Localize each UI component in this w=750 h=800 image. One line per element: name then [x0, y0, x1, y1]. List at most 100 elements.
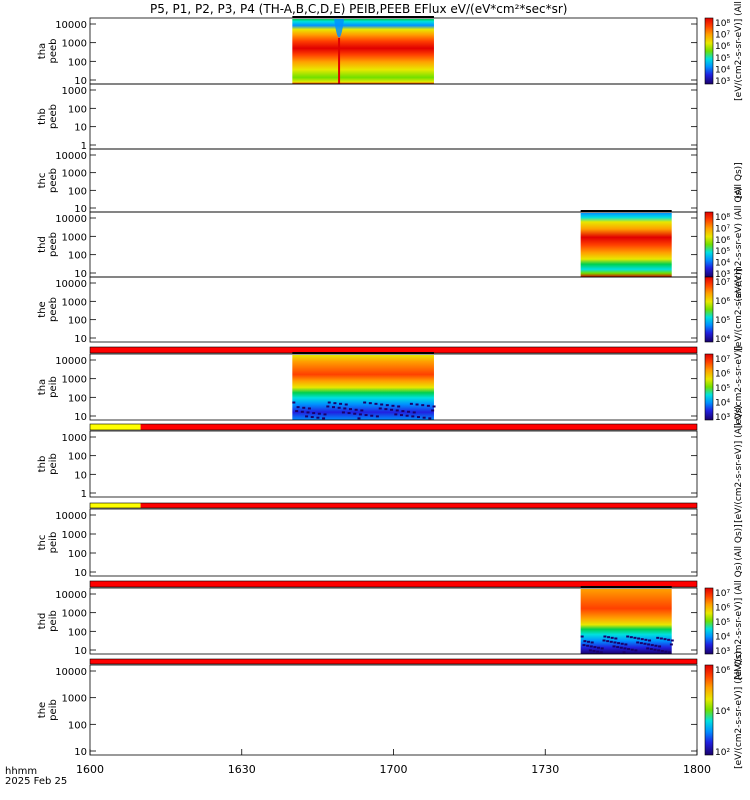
colorbar-tick-label: 10⁷: [715, 278, 730, 288]
chart-title: P5, P1, P2, P3, P4 (TH-A,B,C,D,E) PEIB,P…: [150, 2, 568, 16]
spectrogram-noise: [364, 414, 368, 417]
y-tick-label: 10000: [55, 20, 87, 31]
y-tick-label: 100: [68, 316, 87, 327]
spectrogram-noise: [385, 404, 389, 407]
spectrogram-noise: [664, 650, 668, 653]
flag-bar-segment: [90, 581, 697, 587]
spectrogram-noise: [656, 636, 660, 639]
spectrogram-noise: [592, 650, 596, 653]
y-tick-label: 1000: [62, 169, 87, 180]
spectrogram-noise: [353, 412, 357, 415]
x-tick-label: 1630: [228, 763, 256, 776]
spectrogram-noise: [630, 648, 634, 651]
colorbar-tick-label: 10⁶: [715, 370, 730, 380]
spectrogram-noise: [590, 641, 594, 644]
y-tick-label: 1: [81, 141, 87, 152]
colorbar-tick-label: 10²: [715, 748, 730, 758]
x-tick-label: 1600: [76, 763, 104, 776]
y-tick-label: 10: [74, 568, 87, 579]
y-tick-label: 10000: [55, 511, 87, 522]
y-tick-label: 10000: [55, 151, 87, 162]
colorbar-tick-label: 10⁴: [715, 65, 730, 75]
spectrogram-noise: [395, 409, 399, 412]
spectrogram-noise: [596, 650, 600, 653]
flag-bar-segment: [140, 503, 698, 508]
spectrogram-noise: [640, 638, 644, 641]
spectrogram-noise: [649, 648, 653, 651]
panel-instrument-label: peeb: [48, 168, 59, 193]
panel-probe-label: thc: [37, 173, 48, 189]
y-tick-label: 10000: [55, 214, 87, 225]
x-tick-label: 1800: [683, 763, 711, 776]
spectrogram-noise: [344, 403, 348, 406]
y-tick-label: 1000: [62, 609, 87, 620]
colorbar-tick-label: 10⁵: [715, 247, 730, 257]
flag-bar-segment: [140, 424, 698, 430]
colorbar-tick-label: 10⁸: [715, 213, 730, 223]
spectrogram-noise: [650, 644, 654, 647]
spectrogram-noise: [633, 636, 637, 639]
coverage-bar: [580, 586, 672, 588]
panel-probe-label: thb: [37, 108, 48, 125]
spectrogram-noise: [647, 643, 651, 646]
spectrogram-noise: [659, 637, 663, 640]
colorbar-tick-label: 10⁶: [715, 42, 730, 52]
spectrogram-noise: [643, 642, 647, 645]
spectrogram-noise: [412, 411, 416, 414]
colorbar: [704, 353, 714, 421]
spectrogram-noise: [337, 406, 341, 409]
spectrogram-noise: [612, 645, 616, 648]
panel-probe-label: thb: [37, 456, 48, 473]
panel-frame: [89, 276, 698, 343]
panel-instrument-label: peeb: [48, 104, 59, 129]
y-tick-label: 10: [74, 646, 87, 657]
y-tick-label: 10000: [55, 667, 87, 678]
panel-frame: [89, 664, 698, 756]
spectrogram-noise: [626, 635, 630, 638]
spectrogram-noise: [600, 647, 604, 650]
spectrogram-noise: [331, 406, 335, 409]
colorbar-tick-label: 10³: [715, 647, 730, 657]
panel-frame: [89, 508, 698, 577]
spectrogram: [580, 213, 672, 277]
spectrogram-noise: [405, 414, 409, 417]
spectrogram-noise: [409, 402, 413, 405]
spectrogram-noise: [622, 651, 626, 654]
flag-bar-frame: [89, 423, 698, 431]
colorbar: [704, 587, 714, 655]
spectrogram-noise: [384, 408, 388, 411]
panel-thb-peib: 1000 100 10 1 thb peib [eV/(cm2-s-sr-eV)] (All…: [37, 405, 744, 523]
y-tick-label: 10: [74, 269, 87, 280]
spectrogram-noise: [599, 651, 603, 654]
spectrogram-noise: [432, 405, 436, 408]
spectrogram-noise: [397, 405, 401, 408]
spectrogram-noise: [617, 642, 621, 645]
spectrogram-noise: [302, 406, 306, 409]
panel-instrument-label: peib: [48, 453, 59, 475]
panel-probe-label: the: [37, 702, 48, 718]
flag-bar-segment: [90, 659, 697, 664]
spectrogram-noise: [296, 406, 300, 409]
spectrogram-noise: [587, 640, 591, 643]
spectrogram-noise: [634, 649, 638, 652]
x-tick-label: 1700: [380, 763, 408, 776]
panel-frame: [89, 83, 698, 150]
spectrogram-noise: [637, 637, 641, 640]
spectrogram-noise: [609, 640, 613, 643]
flag-bar-frame: [89, 658, 698, 665]
spectrogram-noise: [426, 404, 430, 407]
spectrogram-noise: [639, 642, 643, 645]
spectrogram-noise: [312, 412, 316, 415]
spectrogram-noise: [646, 647, 650, 650]
panel-probe-label: the: [37, 301, 48, 317]
spectrogram-noise: [654, 644, 658, 647]
spectrogram-noise: [623, 647, 627, 650]
spectrogram-noise: [380, 403, 384, 406]
flag-bar-segment: [90, 347, 697, 353]
spectrogram-noise: [378, 407, 382, 410]
spectrogram-noise: [624, 643, 628, 646]
panel-thc-peeb: 10000 1000 100 10 thc peeb (All Qs)]: [37, 148, 744, 215]
colorbar-tick-label: 10⁴: [715, 633, 730, 643]
spectrogram-noise: [407, 410, 411, 413]
